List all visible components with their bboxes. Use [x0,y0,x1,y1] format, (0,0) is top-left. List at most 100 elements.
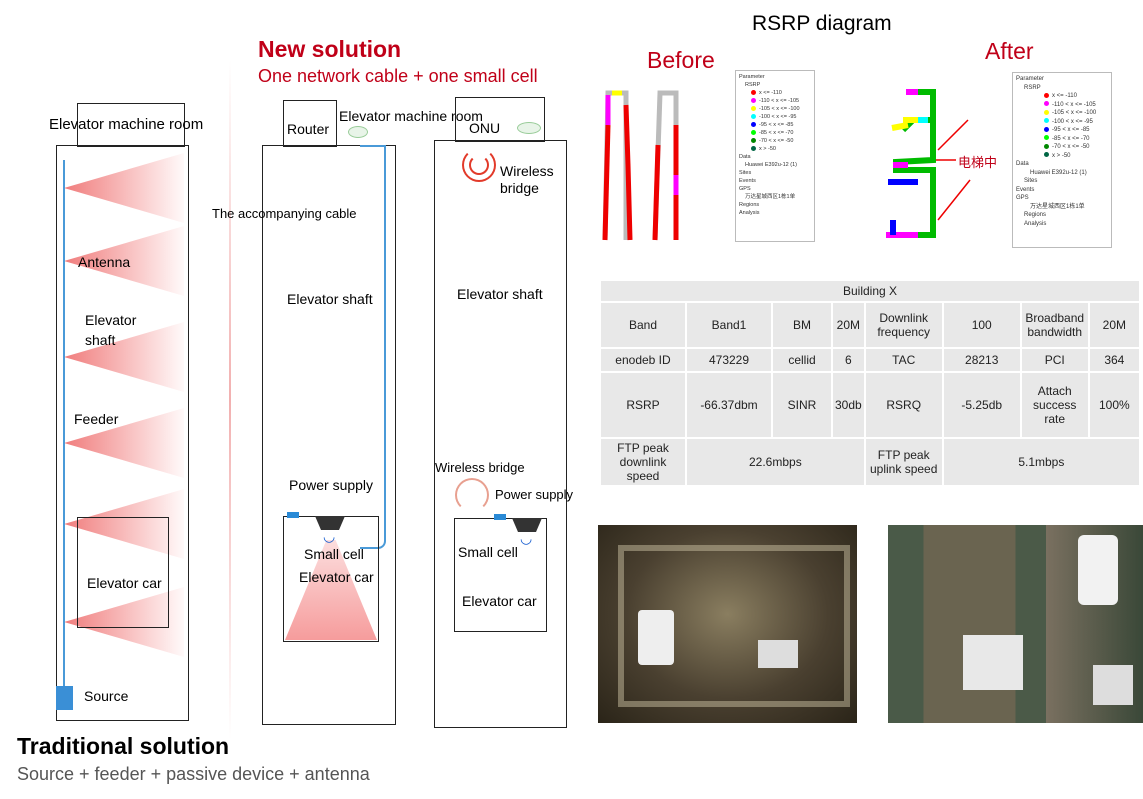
after-annotation: 电梯中 [958,155,998,170]
cell: RSRQ [863,371,944,439]
legend-range: -85 < x <= -70 [759,130,794,136]
legend-parameter[interactable]: Parameter [739,74,765,80]
legend-parameter[interactable]: Parameter [1016,76,1045,82]
legend-device[interactable]: Huawei E392u-12 (1) [745,162,797,168]
cell: FTP peak uplink speed [863,437,944,487]
power-supply-device [494,514,506,520]
onu-room-box [455,97,545,142]
cable-label: The accompanying cable [212,206,357,221]
legend-analysis[interactable]: Analysis [739,210,760,216]
building-info-table: Building X Band Band1 BM 20M Downlink freque… [599,279,1142,487]
onu-label: ONU [469,120,501,136]
machine-room-label: Elevator machine room [49,116,204,133]
after-installation-photo [888,525,1143,723]
traditional-subtitle: Source + feeder + passive device + anten… [17,764,370,784]
power-supply-device [287,512,299,518]
cell: BM [771,301,833,349]
legend-sites[interactable]: Sites [1024,178,1038,184]
legend-regions[interactable]: Regions [739,202,760,208]
legend-range: -105 < x <= -100 [759,106,800,112]
cell: PCI [1019,347,1090,373]
legend-rsrp[interactable]: RSRP [1024,84,1041,91]
cell: enodeb ID [599,347,687,373]
after-legend-tree: Parameter RSRP x <= -110 -110 < x <= -10… [1012,72,1112,248]
elevator-shaft [262,145,396,725]
shaft-label: Elevator shaft [457,286,543,302]
table-row: Band Band1 BM 20M Downlink frequency 100 Broad… [599,301,1142,349]
cell: 100 [941,301,1022,349]
feeder-label: Feeder [74,411,119,427]
power-supply-label: Power supply [289,477,374,493]
elevator-shaft [56,145,189,721]
legend-range: -100 < x <= -95 [1052,118,1093,125]
legend-gps[interactable]: GPS [739,186,751,192]
legend-range: -110 < x <= -105 [759,98,800,104]
car-label: Elevator car [299,569,374,585]
legend-rsrp[interactable]: RSRP [745,82,761,88]
cell: Attach success rate [1019,371,1090,439]
cell: cellid [771,347,833,373]
antenna-label: Antenna [78,254,131,270]
shaft-label: Elevator shaft [287,291,373,307]
machine-room-label: Elevator machine room [339,108,483,124]
table-row: FTP peak downlink speed 22.6mbps FTP peak … [599,437,1142,487]
router-room-box [283,100,337,147]
legend-data[interactable]: Data [739,154,751,160]
cell: SINR [771,371,833,439]
wifi-icon: ◡ [323,528,336,544]
legend-data[interactable]: Data [1016,161,1029,167]
cell: Band1 [685,301,773,349]
cell: 20M [1087,301,1142,349]
legend-events[interactable]: Events [739,178,756,184]
cell: 364 [1087,347,1142,373]
router-label: Router [287,121,330,137]
car-label: Elevator car [462,593,537,609]
cell: 22.6mbps [685,437,866,487]
router-device [348,126,368,138]
cell: 30db [831,371,866,439]
cell: TAC [863,347,944,373]
legend-range: x <= -110 [1052,93,1077,99]
wireless-signal-icon [469,155,489,175]
cell: Broadband bandwidth [1019,301,1090,349]
elevator-car [454,518,547,632]
table-title: Building X [599,279,1141,303]
cell: -5.25db [941,371,1022,439]
legend-range: x <= -110 [759,90,782,96]
legend-analysis[interactable]: Analysis [1024,220,1047,227]
cell: Downlink frequency [863,301,944,349]
wireless-bridge-label: Wireless bridge [500,163,554,196]
after-label: After [985,38,1034,64]
source-block [56,686,73,710]
small-cell-device [512,518,542,532]
legend-range: x > -50 [1052,152,1071,159]
elevator-car [77,517,169,628]
after-rsrp-map [886,89,971,238]
legend-range: -95 < x <= -85 [759,122,794,128]
machine-room-box [77,103,185,147]
elevator-shaft [434,140,567,728]
car-label: Elevator car [87,575,162,591]
legend-events[interactable]: Events [1016,186,1035,193]
onu-device [517,122,541,134]
legend-gps-item[interactable]: 万达星城西区1栋1单 [1030,203,1085,210]
legend-range: -100 < x <= -95 [759,114,797,120]
table-row: RSRP -66.37dbm SINR 30db RSRQ -5.25db Attach s… [599,371,1142,439]
legend-gps-item[interactable]: 万达星城西区1栋1单 [745,194,796,200]
wireless-signal-icon [462,148,496,182]
legend-gps[interactable]: GPS [1016,195,1029,201]
legend-device[interactable]: Huawei E392u-12 (1) [1030,169,1087,176]
legend-range: -110 < x <= -105 [1052,101,1096,108]
before-rsrp-map [602,90,679,241]
legend-regions[interactable]: Regions [1024,212,1047,218]
rsrp-title: RSRP diagram [752,12,892,35]
small-cell-label: Small cell [458,544,518,560]
legend-sites[interactable]: Sites [739,170,752,176]
before-installation-photo [598,525,857,723]
source-label: Source [84,688,129,704]
new-solution-title: New solution [258,36,402,62]
network-cable [360,145,386,549]
shaft-label: Elevator shaft [85,312,137,348]
legend-range: -70 < x <= -50 [1052,144,1090,150]
before-label: Before [647,47,715,73]
